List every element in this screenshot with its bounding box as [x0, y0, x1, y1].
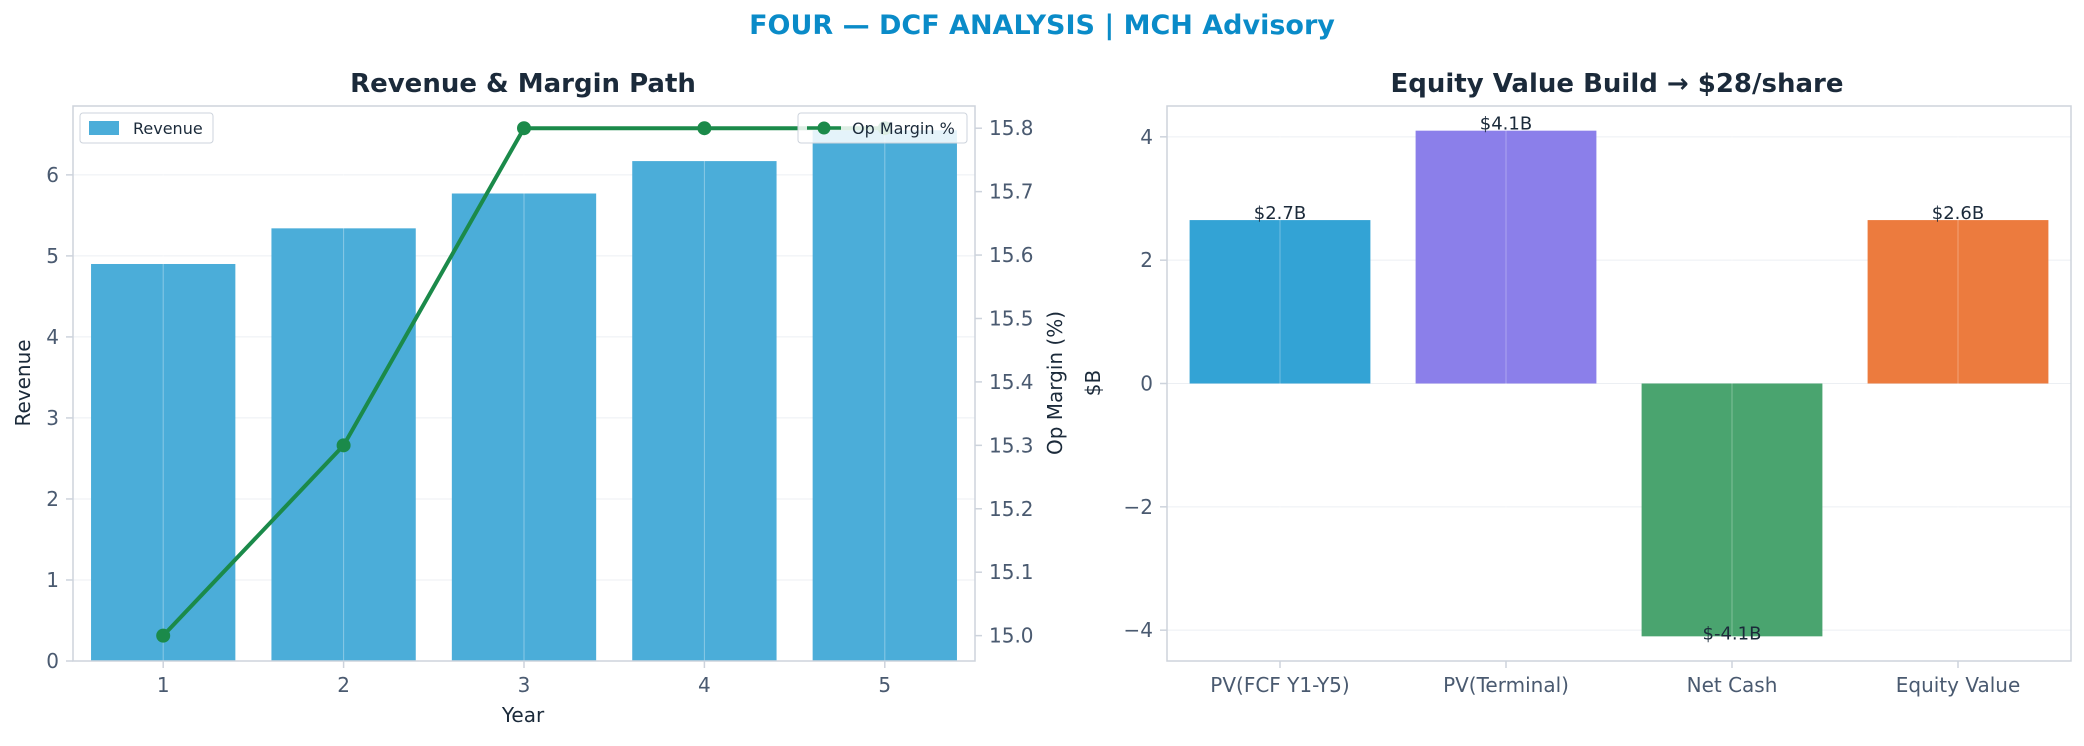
revenue-bars	[91, 130, 957, 661]
equity-x-tick-label: Equity Value	[1896, 673, 2021, 697]
revenue-y-label: Revenue	[11, 339, 35, 426]
margin-y-tick-label: 15.7	[989, 180, 1034, 204]
equity-bar	[1867, 220, 2049, 384]
equity-y-tick-label: 4	[1140, 125, 1153, 149]
equity-bar	[1415, 130, 1597, 384]
suptitle: FOUR — DCF ANALYSIS | MCH Advisory	[749, 10, 1335, 41]
margin-y-label: Op Margin (%)	[1043, 311, 1067, 455]
year-tick-label: 1	[157, 673, 170, 697]
margin-legend-label: Op Margin %	[852, 119, 955, 138]
equity-y-tick-label: −4	[1124, 618, 1153, 642]
year-tick-label: 3	[518, 673, 531, 697]
equity-bars	[1189, 130, 2049, 637]
revenue-y-tick-label: 1	[46, 568, 59, 592]
revenue-y-tick-label: 0	[46, 649, 59, 673]
margin-y-tick-label: 15.2	[989, 497, 1034, 521]
equity-y-tick-label: −2	[1124, 495, 1153, 519]
equity-x-tick-label: PV(FCF Y1-Y5)	[1210, 673, 1349, 697]
year-tick-label: 5	[878, 673, 891, 697]
revenue-y-tick-label: 2	[46, 487, 59, 511]
equity-x-ticks: PV(FCF Y1-Y5) PV(Terminal) Net Cash Equity …	[1210, 661, 2020, 697]
revenue-bar	[91, 263, 236, 661]
revenue-bar	[812, 130, 957, 661]
margin-legend: Op Margin %	[797, 112, 968, 144]
equity-vgrid	[1279, 106, 1959, 661]
revenue-legend-swatch	[89, 121, 119, 135]
equity-x-tick-label: Net Cash	[1687, 673, 1778, 697]
margin-legend-box	[797, 112, 968, 144]
margin-y-ticks: 15.0 15.1 15.2 15.3 15.4 15.5 15.6 15.7 15.8	[975, 116, 1034, 648]
revenue-x-label: Year	[501, 703, 545, 727]
revenue-vgrid	[162, 106, 886, 661]
revenue-y-tick-label: 6	[46, 163, 59, 187]
revenue-legend-label: Revenue	[133, 119, 203, 138]
equity-bar	[1641, 383, 1823, 637]
margin-line	[156, 121, 892, 643]
equity-y-tick-label: 2	[1140, 248, 1153, 272]
margin-y-tick-label: 15.6	[989, 243, 1034, 267]
margin-legend-marker	[817, 121, 831, 135]
margin-point	[336, 438, 351, 453]
revenue-y-tick-label: 4	[46, 325, 59, 349]
equity-data-label: $2.7B	[1254, 203, 1306, 224]
margin-y-tick-label: 15.5	[989, 306, 1034, 330]
equity-y-tick-label: 0	[1140, 372, 1153, 396]
year-tick-label: 4	[698, 673, 711, 697]
revenue-bar	[632, 161, 777, 661]
margin-y-tick-label: 15.1	[989, 560, 1034, 584]
equity-y-label: $B	[1081, 370, 1105, 396]
revenue-bar	[451, 193, 597, 661]
margin-point	[697, 121, 712, 136]
margin-point	[156, 628, 171, 643]
equity-data-label: $-4.1B	[1703, 623, 1762, 644]
revenue-y-ticks: 0 1 2 3 4 5 6	[46, 163, 73, 673]
revenue-y-tick-label: 3	[46, 406, 59, 430]
margin-y-tick-label: 15.0	[989, 624, 1034, 648]
margin-y-tick-label: 15.4	[989, 370, 1034, 394]
year-x-ticks: 1 2 3 4 5	[157, 661, 891, 697]
margin-point	[517, 121, 531, 136]
equity-data-label: $2.6B	[1932, 203, 1984, 224]
revenue-legend-box	[79, 112, 214, 144]
margin-y-tick-label: 15.8	[989, 116, 1034, 140]
equity-build-chart: Equity Value Build → $28/share 4 2 0 −2 −4 P…	[1081, 69, 2072, 697]
year-tick-label: 2	[337, 673, 350, 697]
equity-data-label: $4.1B	[1480, 114, 1532, 135]
equity-data-labels: $2.7B $4.1B $-4.1B $2.6B	[1254, 114, 1984, 645]
equity-x-tick-label: PV(Terminal)	[1443, 673, 1569, 697]
equity-y-ticks: 4 2 0 −2 −4	[1124, 125, 1167, 642]
revenue-legend: Revenue	[79, 112, 214, 144]
margin-y-tick-label: 15.3	[989, 433, 1034, 457]
revenue-chart-title: Revenue & Margin Path	[350, 69, 696, 99]
revenue-y-tick-label: 5	[46, 244, 59, 268]
equity-chart-title: Equity Value Build → $28/share	[1391, 69, 1844, 99]
equity-bar	[1189, 220, 1371, 384]
